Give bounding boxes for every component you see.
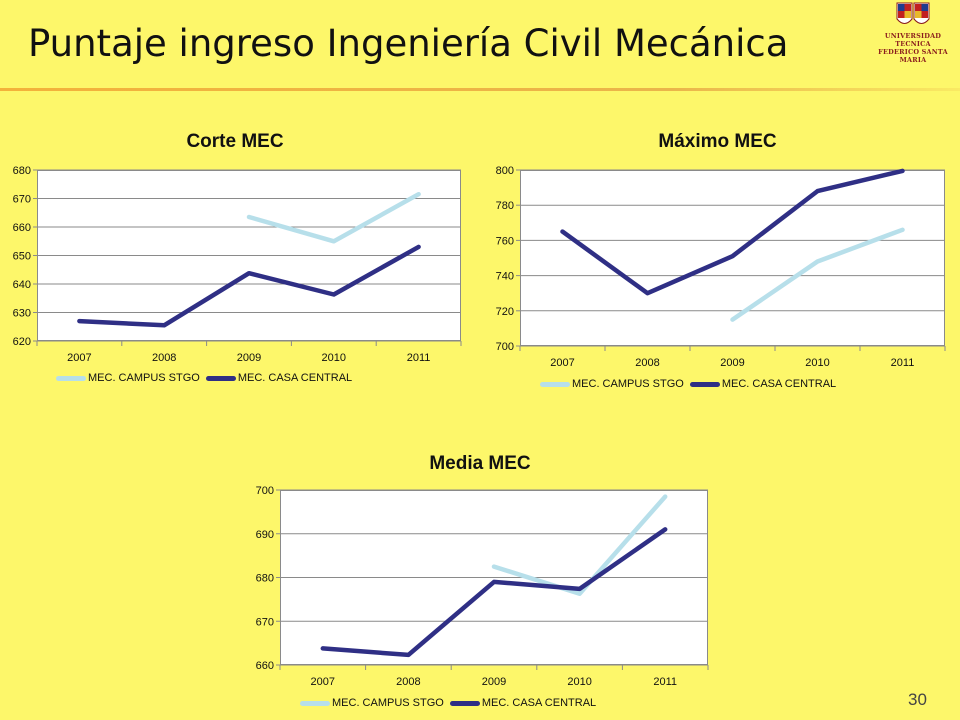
legend-item: MEC. CASA CENTRAL [449,697,597,709]
legend-swatch [540,381,570,387]
series-line-campus-stgo [491,494,668,596]
y-tick-label: 680 [13,165,31,177]
x-tick-label: 2011 [891,357,915,369]
chart-media-mec: Media MEC 660 670 680 690 700 2007 2008 2009 201… [240,445,720,720]
chart-svg: 620 630 640 650 660 670 680 2007 2008 2009 2010 201… [13,165,462,364]
x-tick-label: 2010 [567,676,591,688]
legend-label: MEC. CASA CENTRAL [481,697,597,709]
page-number: 30 [908,690,927,709]
legend: MEC. CAMPUS STGO MEC. CASA CENTRAL [300,697,598,709]
legend-label: MEC. CAMPUS STGO [572,378,684,390]
chart-svg: 660 670 680 690 700 2007 2008 2009 2010 2011 [256,485,709,688]
legend-label: MEC. CAMPUS STGO [88,372,200,384]
series-line-campus-stgo [730,227,905,322]
series-line-casa-central [320,527,668,658]
y-tick-label: 670 [13,194,31,206]
x-tick-label: 2007 [311,676,335,688]
y-tick-label: 760 [496,235,514,247]
legend-item: MEC. CAMPUS STGO [300,697,444,709]
legend-item: MEC. CAMPUS STGO [56,372,200,384]
logo-text-line2: FEDERICO SANTA MARIA [878,48,948,64]
x-tick-label: 2007 [550,357,574,369]
x-tick-label: 2008 [152,352,176,364]
legend-label: MEC. CASA CENTRAL [237,372,353,384]
legend-swatch [56,375,86,381]
y-tick-label: 660 [13,222,31,234]
chart-title: Corte MEC [186,131,284,152]
legend-item: MEC. CASA CENTRAL [689,378,837,390]
x-tick-label: 2008 [635,357,659,369]
x-tick-label: 2009 [482,676,506,688]
logo-text: UNIVERSIDAD TECNICA FEDERICO SANTA MARIA [868,32,958,64]
y-tick-label: 660 [256,660,274,672]
y-tick-label: 740 [496,271,514,283]
legend-swatch [300,700,330,706]
y-tick-label: 630 [13,308,31,320]
chart-title: Máximo MEC [658,131,777,152]
legend-item: MEC. CAMPUS STGO [540,378,684,390]
university-logo: UNIVERSIDAD TECNICA FEDERICO SANTA MARIA [868,2,958,64]
x-tick-label: 2011 [653,676,677,688]
shield-icon [896,2,930,24]
legend-swatch [205,375,236,381]
y-tick-label: 700 [256,485,274,497]
legend-swatch [689,381,720,387]
chart-svg: 700 720 740 760 780 800 2007 2008 2009 2010 2011 [496,165,946,369]
legend-label: MEC. CASA CENTRAL [721,378,837,390]
legend: MEC. CAMPUS STGO MEC. CASA CENTRAL [540,378,838,390]
title-rule [0,88,960,91]
y-tick-label: 620 [13,336,31,348]
y-tick-label: 800 [496,165,514,177]
legend-label: MEC. CAMPUS STGO [332,697,444,709]
x-tick-label: 2009 [237,352,261,364]
chart-maximo-mec: Máximo MEC 700 720 740 760 780 800 2007 2008 200… [480,128,955,413]
chart-title: Media MEC [429,453,531,474]
x-tick-label: 2011 [407,352,431,364]
x-tick-label: 2009 [720,357,744,369]
series-line-casa-central [77,244,421,328]
y-tick-label: 690 [256,529,274,541]
x-tick-label: 2010 [805,357,829,369]
y-tick-label: 640 [13,279,31,291]
y-tick-label: 780 [496,200,514,212]
y-tick-label: 650 [13,251,31,263]
y-tick-label: 670 [256,616,274,628]
series-line-campus-stgo [246,191,421,244]
slide-title: Puntaje ingreso Ingeniería Civil Mecánic… [28,22,789,65]
y-tick-label: 680 [256,573,274,585]
y-tick-label: 720 [496,306,514,318]
x-tick-label: 2007 [67,352,91,364]
legend-swatch [449,700,480,706]
x-tick-label: 2010 [322,352,346,364]
x-tick-label: 2008 [396,676,420,688]
legend: MEC. CAMPUS STGO MEC. CASA CENTRAL [56,372,354,384]
legend-item: MEC. CASA CENTRAL [205,372,353,384]
y-tick-label: 700 [496,341,514,353]
logo-text-line1: UNIVERSIDAD TECNICA [884,32,942,48]
chart-corte-mec: Corte MEC 620 630 640 650 660 670 680 2007 2008 2… [0,128,470,403]
series-line-casa-central [560,168,905,296]
